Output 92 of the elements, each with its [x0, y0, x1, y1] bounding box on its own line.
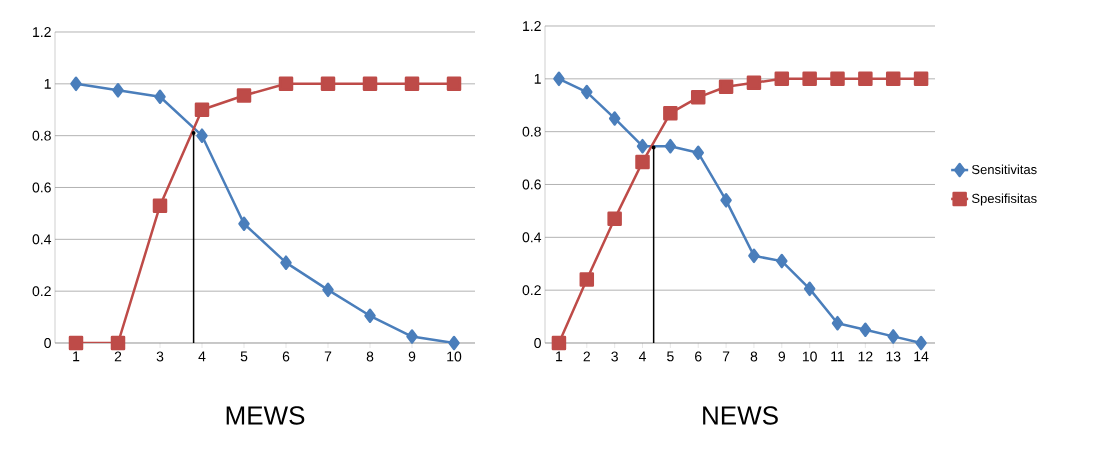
point: [68, 335, 84, 351]
point: [663, 105, 678, 121]
y-tick-label: 0.6: [32, 182, 51, 193]
point: [915, 335, 927, 351]
x-tick-label: 11: [831, 351, 845, 362]
x-tick-label: 14: [914, 351, 929, 362]
x-tick-label: 4: [638, 351, 646, 362]
y-tick-label: 0.2: [522, 285, 541, 296]
point: [278, 76, 294, 92]
x-tick-label: 6: [282, 351, 290, 362]
point: [651, 145, 656, 150]
point: [238, 216, 250, 232]
point: [913, 71, 929, 87]
y-tick-label: 0.8: [522, 126, 541, 137]
point: [887, 329, 899, 344]
point: [831, 315, 844, 331]
x-tick-label: 2: [114, 351, 122, 362]
x-tick-label: 7: [722, 351, 730, 362]
y-tick-label: 0.2: [32, 286, 51, 297]
y-tick-label: 1.2: [523, 21, 541, 31]
x-tick-label: 1: [556, 351, 563, 362]
point: [776, 253, 788, 269]
point: [746, 75, 762, 91]
point: [859, 322, 872, 338]
x-tick-label: 10: [447, 351, 462, 362]
point: [70, 76, 82, 92]
x-tick-label: 9: [778, 351, 786, 362]
point: [885, 71, 901, 87]
x-tick-label: 1: [73, 351, 80, 362]
x-tick-label: 10: [802, 351, 817, 362]
y-tick-label: 0: [44, 338, 51, 348]
x-tick-label: 5: [667, 351, 674, 362]
point: [748, 248, 760, 264]
x-axis-title: MEWS: [226, 406, 305, 425]
y-tick-label: 1: [534, 74, 541, 84]
point: [362, 76, 378, 92]
point: [191, 131, 196, 136]
x-tick-label: 3: [156, 351, 164, 362]
legend-label: Spesifisitas: [971, 193, 1037, 206]
y-tick-label: 0.6: [522, 179, 541, 190]
point: [322, 282, 334, 298]
point: [581, 84, 593, 100]
point: [803, 281, 816, 297]
point: [551, 335, 567, 351]
point: [154, 89, 166, 105]
point: [236, 88, 252, 103]
x-tick-label: 9: [408, 351, 416, 362]
point: [194, 102, 210, 117]
point: [448, 335, 460, 351]
x-tick-label: 5: [240, 351, 248, 362]
point: [718, 79, 734, 94]
point: [720, 193, 732, 208]
y-tick-label: 0.4: [32, 234, 52, 245]
point: [553, 71, 565, 87]
point: [607, 211, 622, 227]
point: [406, 329, 418, 344]
y-tick-label: 0.8: [32, 130, 51, 141]
x-tick-label: 7: [324, 351, 332, 362]
x-tick-label: 3: [611, 351, 618, 362]
point: [858, 71, 873, 87]
point: [830, 71, 845, 87]
x-axis-title: NEWS: [703, 406, 778, 425]
point: [152, 198, 168, 213]
x-tick-label: 12: [858, 351, 873, 362]
point: [112, 83, 124, 98]
legend-label: Sensitivitas: [971, 164, 1037, 175]
x-tick-label: 8: [366, 351, 374, 362]
point: [110, 335, 126, 351]
point: [690, 90, 706, 105]
x-tick-label: 8: [750, 351, 758, 362]
point: [692, 145, 704, 161]
x-tick-label: 2: [583, 351, 590, 362]
point: [196, 128, 208, 143]
point: [579, 272, 595, 287]
x-tick-label: 6: [695, 351, 702, 362]
y-tick-label: 0: [534, 338, 541, 348]
point: [635, 154, 650, 170]
point: [320, 76, 336, 92]
y-tick-label: 1: [44, 79, 51, 89]
point: [636, 138, 649, 154]
point: [280, 255, 292, 270]
x-tick-label: 4: [198, 351, 206, 362]
point: [364, 308, 376, 324]
point: [404, 76, 420, 92]
point: [446, 76, 462, 92]
y-tick-label: 1.2: [33, 27, 51, 37]
point: [774, 71, 790, 87]
y-tick-label: 0.4: [522, 232, 542, 243]
point: [802, 71, 817, 87]
point: [664, 138, 677, 154]
point: [608, 111, 621, 126]
x-tick-label: 13: [886, 351, 901, 362]
